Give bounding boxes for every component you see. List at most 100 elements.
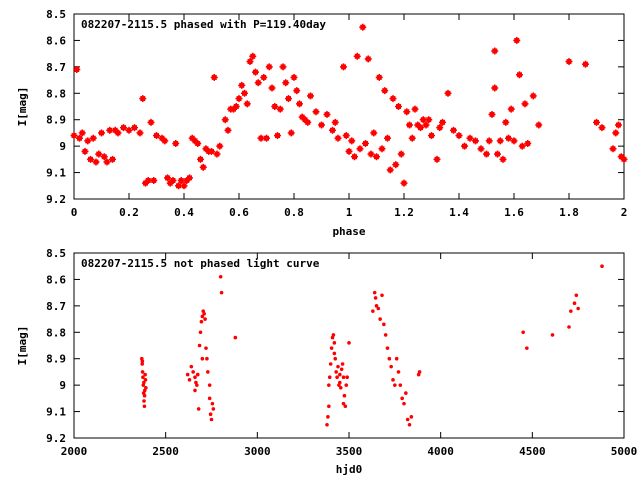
data-point [328, 362, 333, 366]
data-point [172, 140, 180, 147]
data-point [327, 375, 332, 380]
data-point [224, 126, 232, 134]
data-point [238, 81, 246, 89]
data-point [153, 132, 160, 140]
x-tick-label: 1.8 [559, 206, 579, 219]
data-point [147, 118, 155, 126]
data-point [81, 147, 89, 155]
data-point [193, 375, 197, 380]
data-point [200, 314, 205, 319]
x-tick-label: 4500 [519, 445, 546, 458]
data-point [338, 372, 342, 377]
data-point [200, 356, 205, 361]
data-point [375, 73, 383, 81]
data-point [304, 118, 312, 126]
data-point [567, 325, 571, 329]
data-point [403, 108, 411, 116]
data-point [140, 362, 144, 366]
data-point [282, 79, 290, 87]
data-point [196, 407, 201, 411]
data-point [422, 121, 430, 129]
y-tick-label: 9.1 [46, 167, 66, 180]
data-point [78, 129, 86, 137]
y-tick-label: 8.5 [46, 8, 66, 21]
data-points [140, 264, 604, 427]
data-point [252, 68, 259, 76]
data-point [373, 153, 380, 161]
data-point [396, 370, 401, 374]
data-point [367, 150, 375, 158]
data-point [378, 317, 382, 321]
data-point [411, 105, 419, 113]
data-point [136, 129, 144, 137]
data-point [210, 73, 218, 81]
data-point [340, 63, 347, 71]
data-point [279, 63, 287, 71]
x-tick-label: 3000 [244, 445, 271, 458]
data-point [290, 73, 298, 81]
data-point [221, 116, 229, 124]
x-tick-label: 2500 [152, 445, 179, 458]
data-point [362, 140, 369, 147]
data-point [569, 309, 573, 313]
data-point [296, 100, 303, 108]
data-point [241, 89, 248, 97]
data-point [195, 372, 200, 377]
data-point [373, 296, 378, 300]
x-tick-label: 1.6 [504, 206, 524, 219]
data-point [271, 103, 279, 110]
x-tick-label: 0.6 [229, 206, 249, 219]
data-point [246, 58, 254, 66]
data-point [516, 71, 523, 79]
data-point [400, 396, 404, 401]
data-point [203, 317, 207, 321]
data-point [593, 118, 600, 126]
data-point [433, 155, 441, 163]
data-point [374, 304, 379, 308]
data-point [327, 404, 331, 409]
data-point [243, 100, 251, 108]
data-point [507, 105, 515, 113]
data-point [318, 121, 325, 129]
data-point [206, 370, 210, 374]
x-tick-label: 0 [71, 206, 78, 219]
data-point [210, 401, 215, 406]
data-point [378, 145, 386, 153]
data-point [109, 155, 116, 163]
unphased-panel: 2000 2500 3000 3500 4000 4500 5000 8.5 8.6 8.7 8.8… [16, 247, 637, 476]
data-point [436, 124, 444, 132]
data-point [73, 66, 81, 73]
data-point [142, 380, 146, 385]
data-point [400, 179, 408, 187]
x-tick-label: 1 [346, 206, 353, 219]
data-point [351, 153, 358, 161]
data-point [207, 396, 212, 401]
data-point [620, 155, 628, 163]
data-point [383, 333, 388, 337]
x-tick-label: 0.4 [174, 206, 194, 219]
chart-title: 082207-2115.5 phased with P=119.40day [81, 18, 326, 31]
data-point [494, 150, 501, 158]
data-point [87, 155, 94, 163]
x-tick-label: 5000 [611, 445, 638, 458]
data-point [260, 73, 268, 81]
data-point [92, 158, 100, 166]
y-tick-label: 8.5 [46, 247, 66, 260]
data-point [439, 118, 446, 126]
x-tick-label: 1.4 [449, 206, 469, 219]
data-point [408, 134, 416, 142]
data-point [235, 95, 243, 103]
data-point [187, 378, 192, 382]
data-point [84, 137, 92, 145]
data-point [342, 132, 350, 140]
data-point [100, 153, 108, 161]
data-point [139, 95, 147, 103]
data-point [381, 87, 389, 95]
data-point [488, 110, 496, 118]
data-point [98, 129, 105, 137]
data-point [397, 150, 405, 158]
data-point [208, 412, 213, 417]
data-point [394, 356, 399, 361]
data-point [521, 100, 529, 108]
data-point [205, 356, 209, 361]
